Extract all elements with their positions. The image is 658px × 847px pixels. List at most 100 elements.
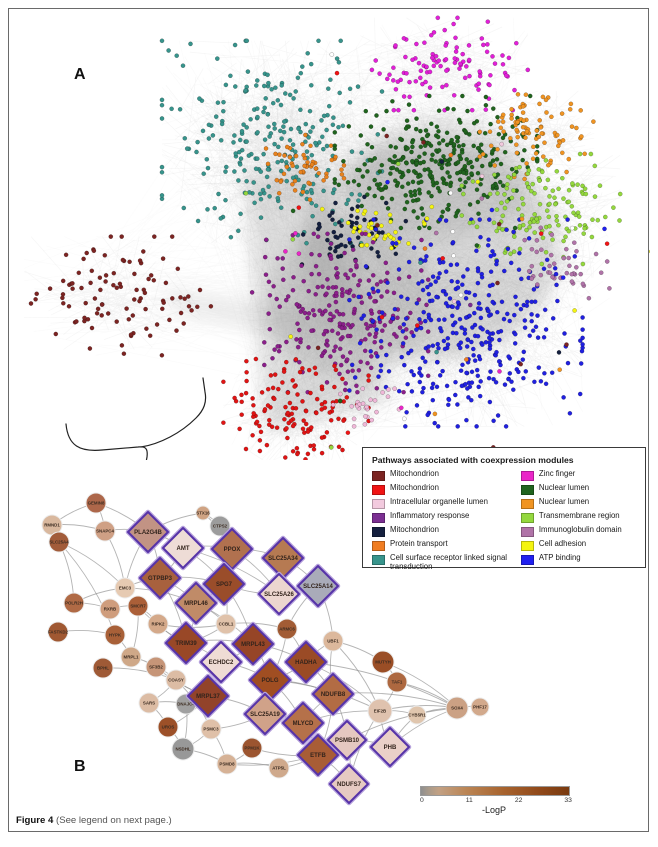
network-node-dot — [397, 236, 403, 241]
gene-label: MLYCD — [293, 721, 314, 727]
network-node-dot — [580, 335, 585, 341]
network-node-dot — [518, 306, 524, 312]
network-node-dot — [444, 68, 449, 73]
network-node-dot — [206, 122, 212, 128]
network-node-dot — [293, 356, 299, 362]
network-node-dot — [407, 94, 412, 100]
network-node-dot — [472, 292, 478, 298]
network-node-dot — [438, 63, 443, 69]
legend-item-label: ATP binding — [538, 553, 581, 562]
network-node-dot — [378, 279, 384, 285]
network-node-dot — [563, 234, 568, 240]
network-node-dot — [477, 356, 483, 362]
network-node-dot — [373, 226, 379, 232]
network-node-dot — [393, 229, 398, 235]
network-node-dot — [509, 166, 515, 172]
network-node-dot — [309, 271, 314, 277]
network-node-dot — [580, 342, 585, 347]
network-node-dot — [327, 246, 333, 251]
colorbar-ticks: 0 11 22 33 — [420, 797, 572, 804]
network-node-dot — [338, 38, 344, 44]
network-node-dot — [451, 93, 457, 98]
network-node-dot — [257, 423, 262, 429]
network-node-dot — [500, 135, 506, 141]
network-node-dot — [244, 358, 249, 364]
network-node-dot — [440, 255, 446, 261]
network-node-dot — [439, 165, 445, 171]
network-node-dot — [342, 387, 348, 393]
network-node-dot — [243, 390, 249, 396]
network-node-dot — [454, 262, 460, 267]
network-node-dot — [228, 234, 234, 240]
network-node-dot — [409, 369, 414, 374]
network-node-dot — [334, 308, 340, 314]
network-node-dot — [341, 418, 346, 423]
network-node-dot — [487, 129, 493, 134]
network-node-dot — [416, 225, 422, 231]
network-node-dot — [432, 411, 438, 417]
network-node-dot — [395, 180, 401, 186]
network-node-dot — [421, 140, 426, 145]
network-node-dot — [248, 117, 253, 122]
network-node-dot — [359, 316, 364, 321]
panel-b-network: GEMIN8RMND1SNAPC4STX16CTPS2SLC25A4EMC3PO… — [41, 492, 490, 806]
network-node-dot — [251, 180, 256, 185]
network-node-dot — [403, 54, 408, 60]
network-node-dot — [437, 373, 443, 378]
network-node-dot — [324, 291, 329, 297]
network-node-dot — [302, 310, 308, 316]
network-node-dot — [363, 231, 368, 237]
network-node-dot — [370, 286, 376, 292]
network-node-dot — [334, 56, 340, 61]
network-node-dot — [582, 226, 587, 231]
network-node-dot — [278, 179, 284, 184]
network-node-dot — [391, 290, 397, 296]
network-node-dot — [159, 352, 165, 358]
network-node-dot — [290, 287, 296, 293]
network-node-dot — [492, 172, 497, 178]
network-node-dot — [483, 107, 489, 112]
network-node-dot — [336, 416, 341, 422]
network-node-dot — [519, 196, 525, 201]
network-node-dot — [70, 281, 75, 286]
gene-label: ARMC6 — [279, 627, 295, 632]
network-node-dot — [235, 228, 241, 234]
network-node-dot — [550, 274, 555, 280]
network-node-dot — [471, 352, 476, 358]
network-node-dot — [393, 251, 399, 257]
gene-node-MRPL37: MRPL37 — [185, 673, 231, 719]
network-node-dot — [475, 170, 481, 176]
network-node-dot — [319, 435, 325, 440]
network-node-dot — [33, 296, 38, 302]
network-node-dot — [339, 167, 344, 172]
network-node-dot — [321, 188, 326, 194]
network-node-dot — [266, 80, 271, 86]
network-node-dot — [340, 447, 345, 453]
network-node-dot — [443, 218, 449, 223]
gene-label: MRPL46 — [184, 601, 208, 607]
network-node-dot — [434, 124, 440, 129]
network-node-dot — [317, 252, 322, 258]
network-node-dot — [496, 221, 502, 227]
network-node-dot — [565, 360, 571, 366]
network-node-dot — [310, 124, 316, 130]
cluster-nuclear-lumen-green — [332, 93, 540, 231]
network-node-dot — [430, 381, 436, 387]
network-node-dot — [397, 325, 403, 330]
network-node-dot — [388, 319, 394, 325]
diamond-node-shape — [203, 563, 245, 605]
network-node-dot — [421, 385, 426, 391]
network-node-dot — [285, 410, 291, 416]
network-node-dot — [448, 190, 453, 196]
network-node-dot — [352, 375, 358, 380]
network-node-dot — [542, 307, 548, 313]
network-node-dot — [251, 410, 256, 416]
network-node-dot — [426, 312, 432, 318]
network-node-dot — [423, 128, 429, 133]
network-node-dot — [476, 384, 482, 390]
network-node-dot — [381, 127, 386, 132]
network-node-dot — [464, 157, 470, 162]
network-node-dot — [252, 200, 257, 206]
network-node-dot — [539, 247, 544, 252]
network-node-dot — [522, 325, 528, 331]
